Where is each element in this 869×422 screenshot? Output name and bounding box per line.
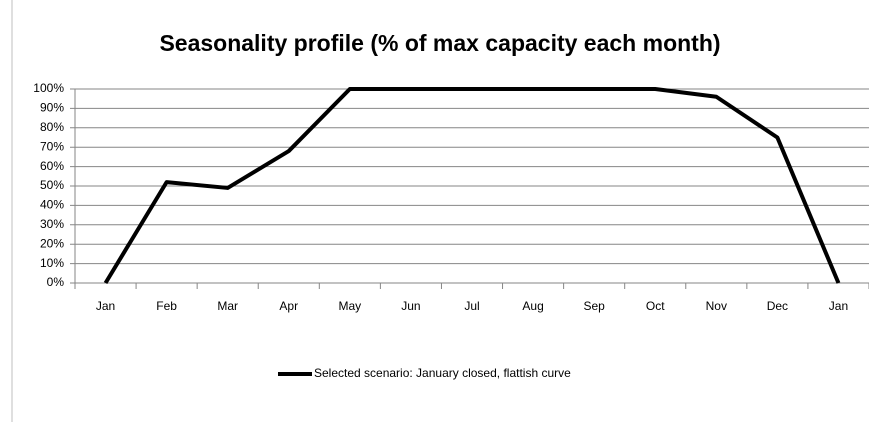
y-tick-label: 80% [40,120,64,134]
x-tick-label: Feb [156,299,177,313]
x-tick-label: Oct [646,299,665,313]
x-tick-label: Jan [96,299,115,313]
data-line [103,87,841,285]
chart-title: Seasonality profile (% of max capacity e… [159,30,720,56]
y-tick-label: 0% [47,275,65,289]
y-tick-label: 70% [40,139,64,153]
y-tick-label: 20% [40,236,64,250]
x-tick-label: Dec [767,299,788,313]
legend-label: Selected scenario: January closed, flatt… [314,366,571,380]
x-tick-label: Apr [279,299,298,313]
x-tick-label: Sep [583,299,605,313]
x-tick-label: Jul [464,299,479,313]
y-tick-label: 30% [40,217,64,231]
x-tick-label: May [339,299,362,313]
x-tick-label: Jun [401,299,420,313]
x-tick-label: Mar [217,299,238,313]
x-tick-label: Nov [706,299,727,313]
y-tick-label: 60% [40,159,64,173]
x-tick-label: Jan [829,299,848,313]
y-tick-label: 100% [33,81,64,95]
y-tick-label: 90% [40,101,64,115]
x-tick-label: Aug [522,299,543,313]
y-tick-label: 50% [40,178,64,192]
y-tick-label: 10% [40,256,64,270]
y-tick-label: 40% [40,198,64,212]
